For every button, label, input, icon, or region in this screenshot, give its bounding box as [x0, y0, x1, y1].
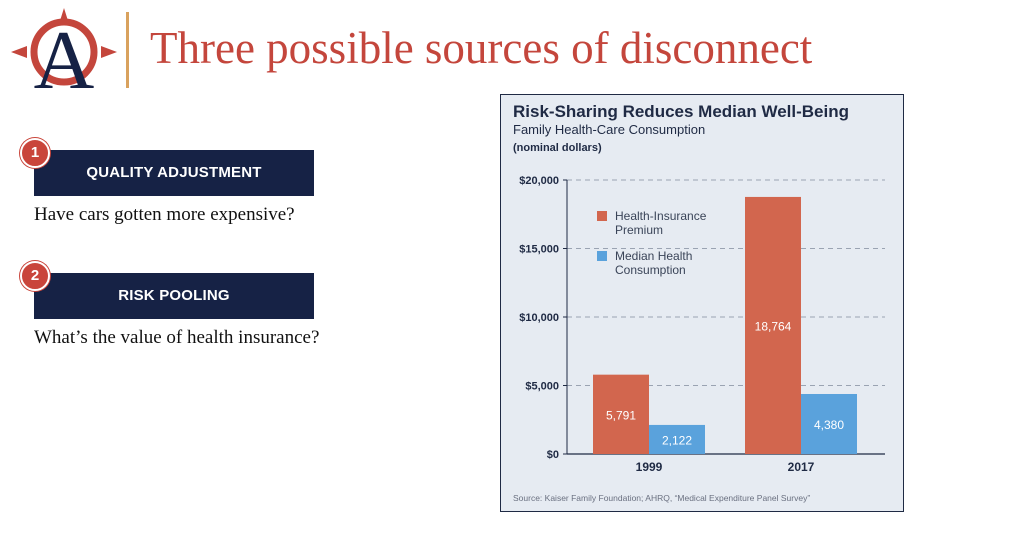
- item-number-badge: 1: [20, 138, 50, 168]
- legend-label: Consumption: [615, 263, 686, 277]
- y-tick-label: $0: [547, 449, 559, 461]
- item-number-badge: 2: [20, 261, 50, 291]
- compass-logo: A: [11, 8, 117, 92]
- item-question: Have cars gotten more expensive?: [34, 204, 295, 225]
- x-tick-label: 2017: [788, 460, 815, 474]
- y-axis-label: (nominal dollars): [513, 142, 602, 154]
- bar: [801, 393, 857, 454]
- title-divider: [126, 12, 129, 88]
- legend-swatch: [597, 251, 607, 261]
- bar-value-label: 4,380: [814, 418, 844, 432]
- chart-subtitle: Family Health-Care Consumption: [513, 122, 705, 137]
- item-question: What’s the value of health insurance?: [34, 327, 320, 348]
- bar: [593, 374, 649, 454]
- x-tick-label: 1999: [636, 460, 663, 474]
- bar-value-label: 5,791: [606, 408, 636, 422]
- bar-value-label: 2,122: [662, 433, 692, 447]
- bar: [649, 424, 705, 454]
- legend-label: Median Health: [615, 249, 692, 263]
- legend-label: Health-Insurance: [615, 209, 707, 223]
- chart-title: Risk-Sharing Reduces Median Well-Being: [513, 102, 849, 121]
- chart-panel: Risk-Sharing Reduces Median Well-Being F…: [500, 94, 904, 512]
- y-tick-label: $10,000: [519, 312, 559, 324]
- item-label-bar: QUALITY ADJUSTMENT: [34, 150, 314, 196]
- slide-title: Three possible sources of disconnect: [150, 23, 813, 73]
- y-tick-label: $15,000: [519, 244, 559, 256]
- legend-label: Premium: [615, 223, 663, 237]
- bar-value-label: 18,764: [755, 319, 792, 333]
- bar: [745, 196, 801, 454]
- bar-chart: Risk-Sharing Reduces Median Well-Being F…: [513, 102, 885, 503]
- legend-swatch: [597, 211, 607, 221]
- y-tick-label: $20,000: [519, 175, 559, 187]
- item-label-bar: RISK POOLING: [34, 273, 314, 319]
- logo-letter: A: [34, 14, 95, 92]
- chart-source: Source: Kaiser Family Foundation; AHRQ, …: [513, 493, 810, 503]
- y-tick-label: $5,000: [525, 381, 559, 393]
